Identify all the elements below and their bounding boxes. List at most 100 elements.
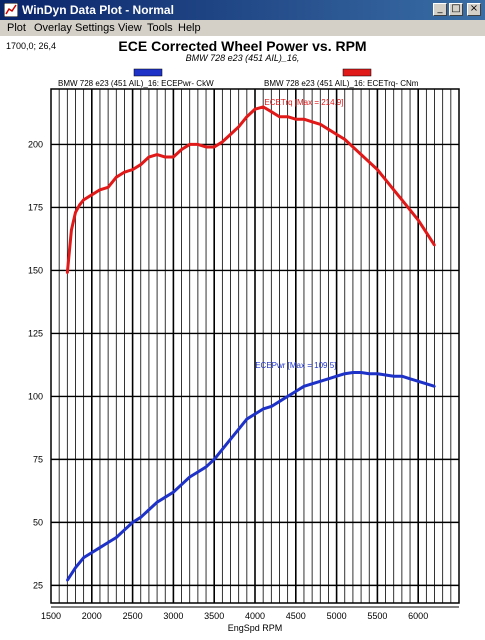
menu-item-tools[interactable]: Tools	[147, 22, 173, 34]
data-point	[221, 448, 224, 451]
data-point	[286, 395, 289, 398]
data-point	[66, 271, 69, 275]
data-point	[359, 371, 363, 374]
data-point	[278, 400, 281, 403]
data-point	[188, 475, 191, 479]
data-point	[180, 148, 183, 151]
data-point	[351, 371, 355, 374]
series-line-0	[66, 370, 435, 582]
title-bar: WinDyn Data Plot - Normal _ □ ×	[0, 0, 485, 20]
data-point	[98, 188, 102, 191]
menu-item-help[interactable]: Help	[178, 22, 201, 34]
data-point	[115, 175, 118, 179]
menu-item-overlay[interactable]: Overlay	[34, 22, 72, 34]
data-point	[70, 228, 73, 232]
data-point	[213, 145, 216, 149]
data-point	[327, 377, 330, 380]
data-point	[319, 380, 322, 383]
x-axis-label: EngSpd RPM	[228, 623, 283, 633]
data-point	[384, 373, 387, 377]
data-point	[204, 145, 208, 149]
data-point	[294, 118, 297, 121]
x-tick-label: 4000	[245, 611, 265, 621]
data-point	[400, 375, 404, 378]
data-point	[172, 155, 175, 159]
data-point	[335, 375, 338, 378]
y-tick-label: 200	[28, 139, 43, 149]
data-point	[253, 107, 257, 111]
data-point	[310, 120, 314, 123]
data-point	[302, 118, 306, 121]
data-point	[90, 551, 94, 554]
y-tick-label: 150	[28, 265, 43, 275]
x-tick-label: 6000	[408, 611, 428, 621]
data-point	[433, 385, 436, 388]
data-point	[237, 427, 240, 431]
x-tick-label: 3500	[204, 611, 224, 621]
y-tick-label: 100	[28, 391, 43, 401]
close-button[interactable]: ×	[467, 3, 481, 16]
x-tick-label: 3000	[163, 611, 183, 621]
data-point	[196, 470, 200, 474]
data-point	[180, 483, 183, 486]
data-point	[74, 566, 77, 569]
data-point	[327, 128, 330, 131]
plot-frame	[50, 88, 460, 604]
data-point	[155, 153, 159, 156]
app-icon	[4, 3, 18, 17]
data-point	[368, 160, 371, 164]
maximize-button[interactable]: □	[449, 3, 463, 16]
y-tick-label: 125	[28, 328, 43, 338]
data-point	[335, 133, 338, 136]
data-point	[245, 115, 249, 118]
menu-item-plot[interactable]: Plot	[7, 22, 26, 34]
data-point	[425, 382, 428, 385]
data-point	[66, 579, 69, 582]
data-point	[155, 501, 159, 504]
data-point	[400, 198, 404, 202]
data-point	[343, 372, 346, 375]
data-point	[221, 140, 224, 144]
data-point	[123, 170, 126, 174]
data-point	[188, 143, 191, 146]
legend-swatch	[133, 68, 163, 77]
data-point	[82, 198, 85, 202]
data-point	[319, 123, 322, 126]
data-point	[278, 115, 281, 118]
minimize-button[interactable]: _	[433, 3, 447, 16]
data-point	[310, 382, 314, 385]
data-point	[433, 244, 436, 247]
plot-area[interactable]: 1700,0; 26,4 ECE Corrected Wheel Power v…	[0, 36, 485, 640]
data-point	[245, 417, 249, 421]
menu-bar: Plot Overlay Settings View Tools Help	[0, 20, 485, 36]
x-tick-label: 2000	[82, 611, 102, 621]
data-point	[164, 155, 167, 159]
data-point	[74, 211, 77, 214]
data-point	[261, 105, 265, 109]
data-point	[270, 405, 273, 408]
data-point	[196, 143, 200, 146]
data-point	[392, 375, 395, 378]
data-point	[90, 193, 94, 197]
data-point	[147, 155, 151, 159]
x-tick-label: 4500	[286, 611, 306, 621]
data-point	[204, 465, 208, 469]
data-point	[270, 110, 273, 113]
menu-item-settings[interactable]: Settings	[75, 22, 115, 34]
data-point	[351, 145, 355, 149]
series-line-1	[65, 105, 436, 274]
legend-entry: BMW 728 e23 (451 AIL)_16: ECEPwr- CkW	[58, 79, 214, 88]
data-point	[106, 541, 110, 544]
data-point	[368, 372, 371, 375]
window-title: WinDyn Data Plot - Normal	[22, 3, 174, 17]
series-annotation: ECEPwr [Max = 109.5]	[255, 361, 336, 370]
chart-title: ECE Corrected Wheel Power vs. RPM	[118, 38, 367, 54]
data-point	[253, 412, 257, 416]
cursor-readout: 1700,0; 26,4	[6, 41, 57, 51]
menu-item-view[interactable]: View	[118, 22, 142, 34]
data-point	[82, 556, 85, 559]
data-point	[286, 115, 289, 118]
data-point	[213, 458, 216, 461]
chart: 1500 2000 2500 3000 3500 4000 4500 5000 5500 6000…	[28, 68, 460, 633]
y-tick-label: 50	[33, 517, 43, 527]
